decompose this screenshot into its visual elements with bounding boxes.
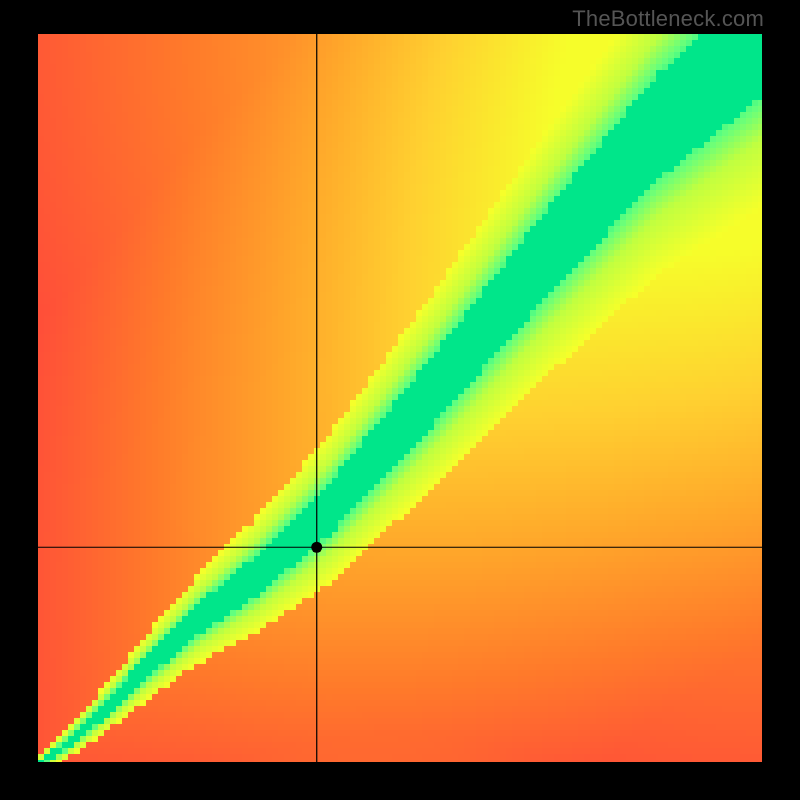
chart-container: TheBottleneck.com	[0, 0, 800, 800]
bottleneck-heatmap	[38, 34, 762, 762]
watermark-text: TheBottleneck.com	[572, 6, 764, 32]
